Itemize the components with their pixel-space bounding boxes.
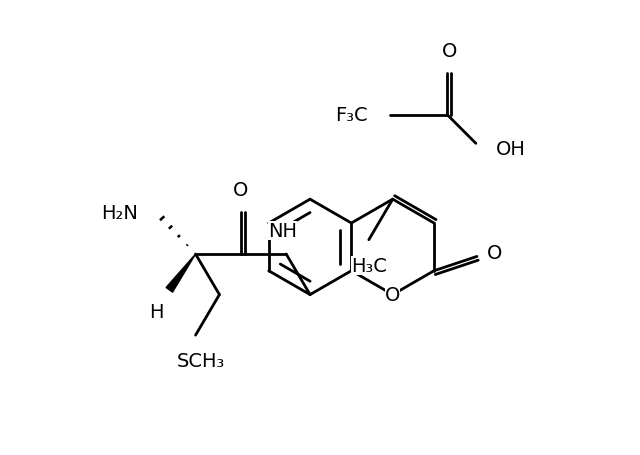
Text: SCH₃: SCH₃ <box>177 351 225 370</box>
Text: O: O <box>487 243 502 263</box>
Polygon shape <box>166 254 196 293</box>
Text: NH: NH <box>268 222 297 241</box>
Text: O: O <box>233 181 248 200</box>
Text: H: H <box>149 302 164 321</box>
Text: O: O <box>385 285 401 304</box>
Text: O: O <box>442 42 457 61</box>
Text: H₂N: H₂N <box>101 203 138 222</box>
Text: OH: OH <box>496 140 525 158</box>
Text: H₃C: H₃C <box>351 256 387 275</box>
Text: F₃C: F₃C <box>335 106 368 125</box>
